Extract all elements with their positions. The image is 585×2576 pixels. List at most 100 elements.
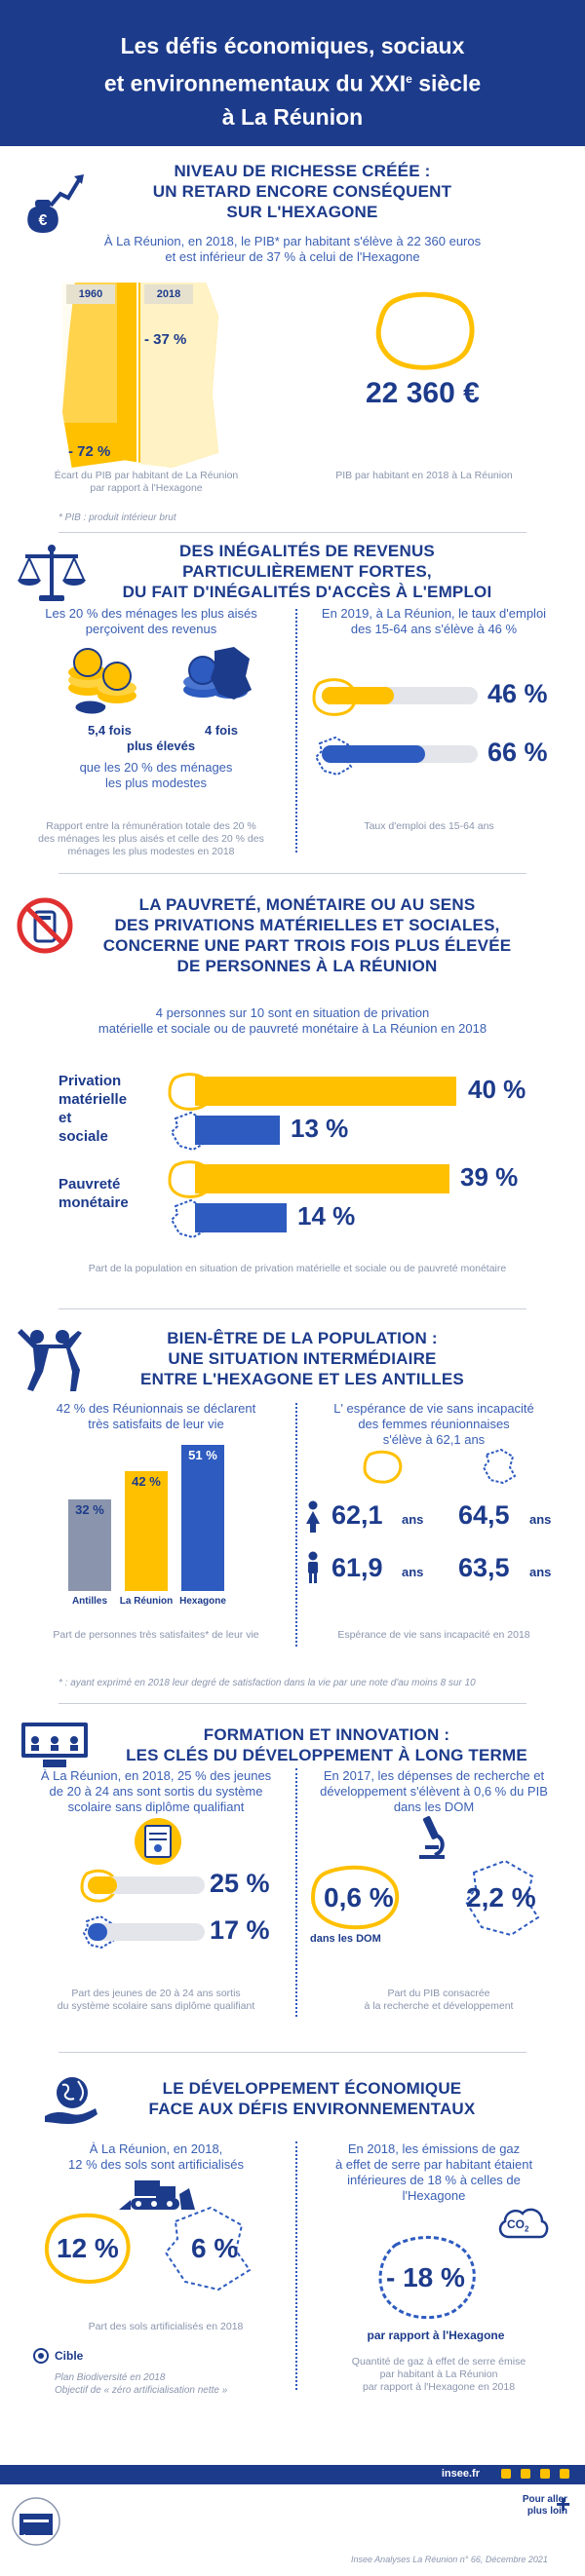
privation-bar-reunion [195,1077,456,1106]
vertical-divider [295,1403,297,1647]
ghg-gap: - 18 % [386,2262,465,2292]
france-outline-icon [464,1859,540,1937]
poverty-bar-reunion [195,1164,449,1193]
s1-intro: À La Réunion, en 2018, le PIB* par habit… [103,234,482,264]
s4-left-intro: 42 % des Réunionnais se déclarent très sa… [56,1401,256,1431]
insee-link[interactable]: insee.fr [441,2468,480,2480]
s6-title: LE DÉVELOPPEMENT ÉCONOMIQUE FACE AUX DÉFI… [148,2079,476,2118]
label-pauvrete: Pauvreté monétaire [58,1176,129,1211]
s4-title: BIEN-ÊTRE DE LA POPULATION : UNE SITUATIO… [140,1329,464,1388]
s5-title: FORMATION ET INNOVATION : LES CLÉS DU DÉV… [126,1725,527,1764]
france-outline-icon [314,736,353,777]
twitter-icon[interactable] [501,2469,511,2479]
s4-right-intro: L' espérance de vie sans incapacité des f… [333,1401,534,1447]
employment-bar-france [322,745,478,763]
employment-france: 66 % [488,738,548,767]
s5-left-intro: À La Réunion, en 2018, 25 % des jeunes de… [40,1768,272,1814]
poverty-bar-france [195,1203,287,1232]
s5-right-caption: Part du PIB consacrée à la recherche et d… [364,1988,514,2012]
s4-right-caption: Espérance de vie sans incapacité en 2018 [337,1629,530,1641]
unit-label: ans [402,1565,424,1579]
linkedin-icon[interactable] [540,2469,550,2479]
scales-icon [18,545,86,601]
poverty-reunion: 39 % [460,1162,519,1192]
s6-left-caption: Part des sols artificialisés en 2018 [88,2321,244,2332]
year-2018: 2018 [144,284,193,304]
s5-left-caption: Part des jeunes de 20 à 24 ans sortis du … [57,1988,255,2012]
unit-label: ans [529,1512,552,1527]
life-exp-men-reunion: 61,9 [332,1553,383,1582]
divider [58,1703,526,1704]
ghg-reference: par rapport à l'Hexagone [367,2329,505,2342]
s2-left-caption: Rapport entre la rémunération totale des… [38,820,264,857]
education-icon [21,1723,88,1767]
unit-label: ans [529,1565,552,1579]
gdp-value: 22 360 € [366,377,480,409]
vertical-divider [295,609,297,852]
value-reunion: 42 % [132,1474,161,1489]
header-line-1: Les défis économiques, sociaux [120,33,465,58]
footer-bar: insee.fr [0,2465,585,2484]
life-exp-women-reunion: 62,1 [332,1500,383,1530]
label-antilles: Antilles [71,1596,108,1607]
gdp-gap-chart: 1960 2018 - 37 % - 72 % [62,283,218,468]
unit-label: ans [402,1512,424,1527]
gap-1960: - 72 % [68,443,111,460]
s6-left-intro: À La Réunion, en 2018, 12 % des sols sont… [68,2141,244,2172]
s6-right-caption: Quantité de gaz à effet de serre émise pa… [351,2356,526,2393]
vertical-divider [295,2141,297,2390]
label-privation: Privation matérielle et sociale [58,1073,128,1145]
employment-reunion: 46 % [488,679,548,708]
reunion-outline-icon [44,2213,131,2284]
s6-plan: Plan Biodiversité en 2018 Objectif de « z… [55,2372,228,2396]
s2-right-caption: Taux d'emploi des 15-64 ans [364,820,494,832]
co2-cloud-icon [498,2208,549,2239]
more-label: plus élevés [127,739,196,753]
diploma-icon [135,1818,181,1865]
privation-france: 13 % [291,1114,349,1143]
dropout-bar-france [88,1923,205,1941]
header-line-3: à La Réunion [221,103,364,130]
bulldozer-icon [119,2180,195,2210]
publication-ref: Insee Analyses La Réunion n° 66, Décembr… [351,2555,548,2564]
life-exp-women-france: 64,5 [458,1500,510,1530]
label-hexagone: Hexagone [179,1596,226,1607]
coins-france-icon [183,647,252,700]
life-exp-men-france: 63,5 [458,1553,510,1582]
divider [58,532,526,533]
s5-right-intro: En 2017, les dépenses de recherche et dév… [320,1768,548,1814]
s1-note: * PIB : produit intérieur brut [58,512,176,523]
reunion-outline-icon [363,1450,403,1484]
insee-logo [12,2497,60,2546]
s2-left-less: que les 20 % des ménages les plus modeste… [79,760,233,790]
rd-dom: 0,6 % [324,1882,394,1913]
divider [58,2052,526,2053]
s4-left-caption: Part de personnes très satisfaites* de l… [53,1629,259,1641]
year-1960: 1960 [66,284,115,304]
soil-france: 6 % [191,2233,239,2263]
plus-icon[interactable]: + [556,2489,571,2519]
coins-reunion-icon [68,648,136,714]
poverty-france: 14 % [297,1201,356,1231]
bar-hexagone [181,1445,224,1591]
s1-caption-left: Écart du PIB par habitant de La Réunion p… [54,470,239,494]
s2-right-intro: En 2019, à La Réunion, le taux d'emploi d… [321,606,547,636]
reunion-outline-icon [312,678,357,716]
cible-label: Cible [55,2349,84,2363]
vertical-divider [295,1768,297,2017]
ratio-reunion: 5,4 fois [88,723,132,738]
happy-people-icon [18,1329,82,1391]
dropout-france: 17 % [210,1915,270,1945]
poverty-icon [17,897,73,954]
s4-note: * : ayant exprimé en 2018 leur degré de … [58,1678,476,1688]
s3-intro: 4 personnes sur 10 sont en situation de … [98,1005,488,1036]
page-header: Les défis économiques, sociaux et enviro… [0,0,585,146]
reunion-outline-icon [378,2235,476,2320]
rss-icon[interactable] [560,2469,569,2479]
more-info-link[interactable]: Pour aller plus loin [522,2494,567,2517]
divider [58,873,526,874]
s6-right-intro: En 2018, les émissions de gaz à effet de … [334,2141,533,2203]
youtube-icon[interactable] [521,2469,530,2479]
svg-text:€: € [39,212,48,229]
s1-title: NIVEAU DE RICHESSE CRÉÉE : UN RETARD ENCO… [152,162,452,221]
